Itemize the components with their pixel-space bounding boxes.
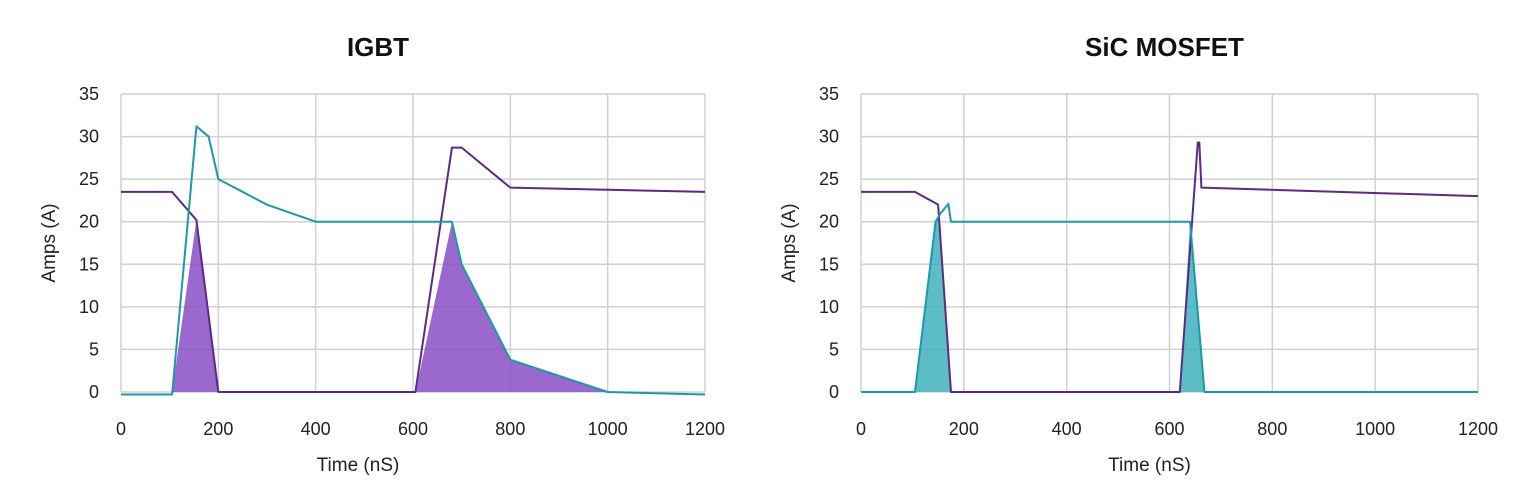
series-line-teal xyxy=(121,125,706,396)
x-tick-label: 200 xyxy=(949,419,979,439)
series-line-teal xyxy=(861,202,1478,393)
x-tick-label: 1000 xyxy=(588,419,628,439)
y-tick-label: 30 xyxy=(819,127,839,147)
y-tick-label: 30 xyxy=(79,127,99,147)
y-tick-label: 0 xyxy=(829,382,839,402)
y-tick-label: 10 xyxy=(79,297,99,317)
x-tick-label: 400 xyxy=(301,419,331,439)
x-tick-label: 600 xyxy=(398,419,428,439)
y-tick-label: 15 xyxy=(79,254,99,274)
y-tick-label: 35 xyxy=(819,84,839,104)
y-tick-label: 0 xyxy=(89,382,99,402)
y-tick-label: 25 xyxy=(79,169,99,189)
chart-title: IGBT xyxy=(347,32,409,62)
chart-panel-2: 0 5 10 15 20 25 30 35 0 200 400 600 800 1000 1200 SiC M… xyxy=(779,32,1498,476)
y-tick-label: 20 xyxy=(79,212,99,232)
x-tick-label: 0 xyxy=(116,419,126,439)
shaded-loss-area xyxy=(1179,221,1205,392)
x-tick-label: 800 xyxy=(495,419,525,439)
y-tick-label: 15 xyxy=(819,254,839,274)
series-line-purple xyxy=(121,146,706,393)
x-tick-label: 1200 xyxy=(685,419,725,439)
x-tick-label: 800 xyxy=(1257,419,1287,439)
shaded-loss-area xyxy=(172,220,219,392)
y-tick-label: 35 xyxy=(79,84,99,104)
x-tick-label: 600 xyxy=(1154,419,1184,439)
y-tick-label: 20 xyxy=(819,212,839,232)
y-axis-label: Amps (A) xyxy=(39,203,60,282)
chart-panel-1: 0 5 10 15 20 25 30 35 0 200 400 600 800 1000 1200 IGBT T… xyxy=(39,32,725,476)
x-axis-label: Time (nS) xyxy=(317,455,400,476)
x-tick-label: 400 xyxy=(1052,419,1082,439)
x-tick-label: 1000 xyxy=(1355,419,1395,439)
shaded-loss-area xyxy=(914,217,951,392)
y-axis-label: Amps (A) xyxy=(779,203,800,282)
y-tick-label: 5 xyxy=(829,339,839,359)
x-tick-label: 0 xyxy=(856,419,866,439)
chart-title: SiC MOSFET xyxy=(1085,32,1244,62)
x-tick-label: 200 xyxy=(203,419,233,439)
x-axis-label: Time (nS) xyxy=(1108,455,1191,476)
shaded-loss-area xyxy=(415,221,608,392)
y-tick-label: 25 xyxy=(819,169,839,189)
x-tick-label: 1200 xyxy=(1458,419,1498,439)
y-tick-label: 5 xyxy=(89,339,99,359)
series-line-purple xyxy=(861,141,1479,393)
y-tick-label: 10 xyxy=(819,297,839,317)
